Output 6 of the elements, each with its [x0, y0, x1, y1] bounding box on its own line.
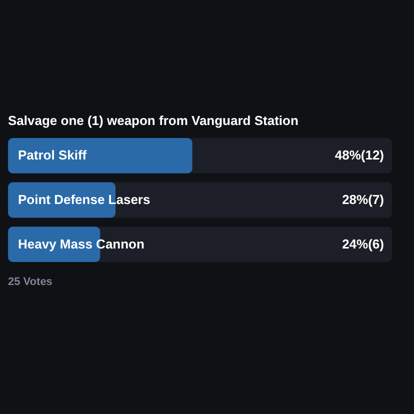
data-label: 24%(6) [342, 236, 384, 252]
chart-title: Salvage one (1) weapon from Vanguard Station [8, 113, 298, 128]
data-label: 48%(12) [334, 148, 384, 163]
y-tick-label: Patrol Skiff [18, 148, 88, 163]
data-label: 28%(7) [342, 192, 384, 207]
text: 25 Votes [8, 276, 52, 288]
